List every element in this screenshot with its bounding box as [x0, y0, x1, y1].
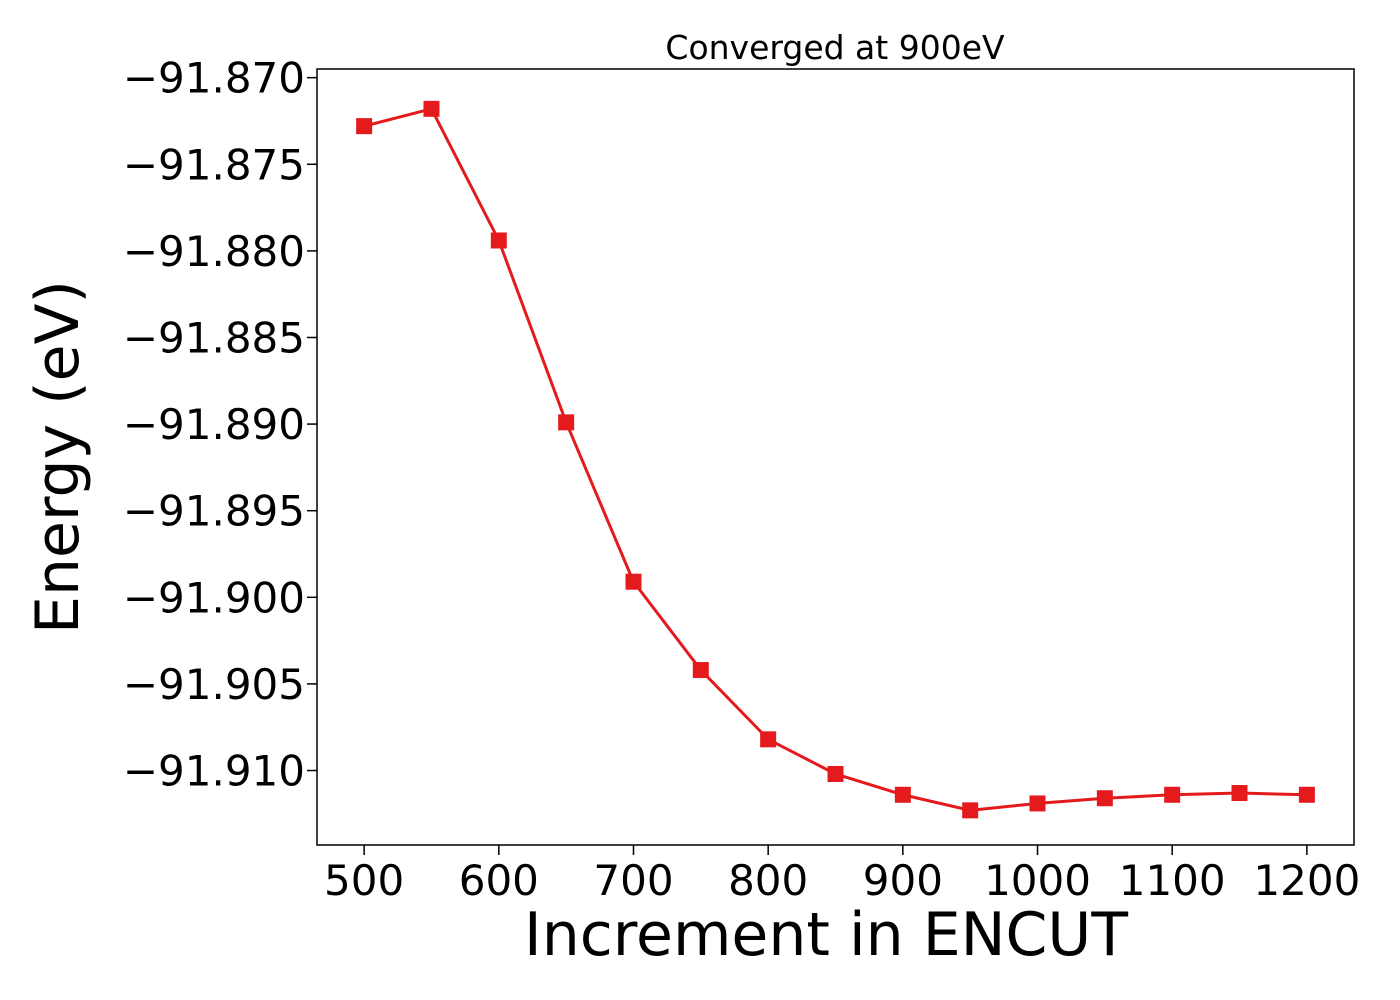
- data-point: [558, 414, 575, 431]
- y-tick-label: −91.875: [123, 140, 305, 189]
- y-tick-label: −91.890: [123, 400, 305, 449]
- x-tick-label: 800: [728, 856, 808, 905]
- data-point: [827, 765, 844, 782]
- x-tick-label: 600: [459, 856, 539, 905]
- y-axis-label: Energy (eV): [23, 280, 93, 634]
- y-tick-label: −91.870: [123, 54, 305, 103]
- x-tick-label: 700: [593, 856, 673, 905]
- y-tick-label: −91.910: [123, 747, 305, 796]
- data-point: [1298, 786, 1315, 803]
- data-point: [760, 731, 777, 748]
- data-point: [423, 100, 440, 117]
- data-point: [894, 786, 911, 803]
- data-point: [962, 802, 979, 819]
- x-tick-label: 1200: [1253, 856, 1360, 905]
- series-group: [356, 100, 1315, 819]
- data-point: [356, 118, 373, 135]
- x-axis-ticks: 500 600 700 800 900 1000 1100 1200: [324, 845, 1360, 905]
- plot-area: [317, 69, 1354, 845]
- plot-frame: [316, 68, 1355, 846]
- data-point: [1164, 786, 1181, 803]
- x-tick-label: 1000: [984, 856, 1091, 905]
- y-tick-label: −91.880: [123, 227, 305, 276]
- data-point: [490, 232, 507, 249]
- data-point: [692, 662, 709, 679]
- data-point: [1231, 785, 1248, 802]
- x-tick-label: 900: [863, 856, 943, 905]
- y-tick-label: −91.905: [123, 660, 305, 709]
- x-axis-label: Increment in ENCUT: [524, 900, 1128, 970]
- chart-title: Converged at 900eV: [665, 28, 1005, 67]
- data-point: [1096, 790, 1113, 807]
- data-point: [625, 573, 642, 590]
- y-axis-ticks: −91.870 −91.875 −91.880 −91.885 −91.890 −91.8…: [123, 54, 317, 796]
- x-tick-label: 500: [324, 856, 404, 905]
- y-tick-label: −91.900: [123, 573, 305, 622]
- y-tick-label: −91.895: [123, 487, 305, 536]
- data-point: [1029, 795, 1046, 812]
- y-tick-label: −91.885: [123, 313, 305, 362]
- x-tick-label: 1100: [1119, 856, 1226, 905]
